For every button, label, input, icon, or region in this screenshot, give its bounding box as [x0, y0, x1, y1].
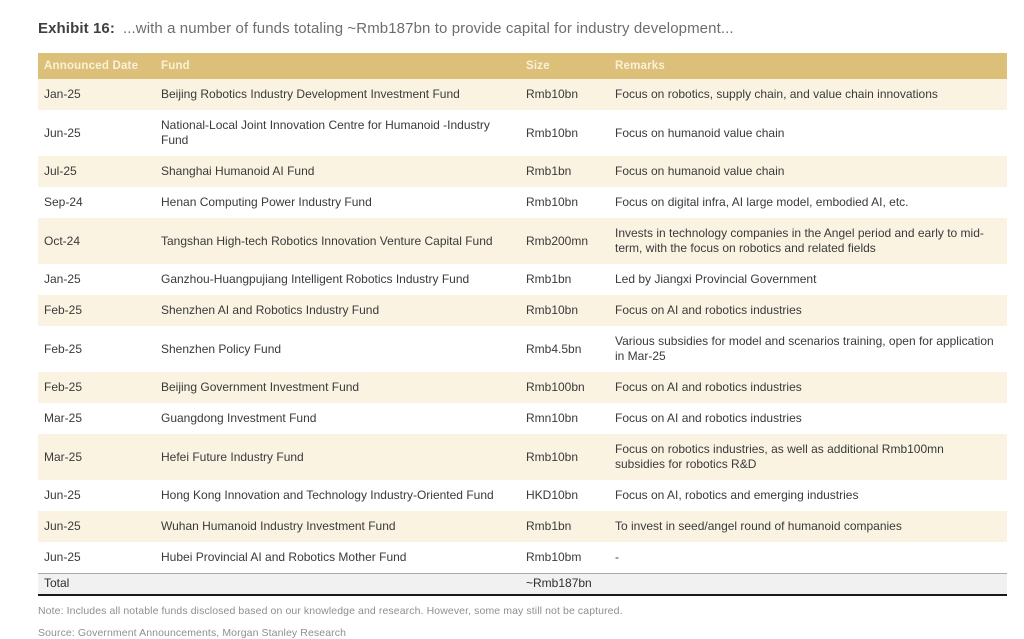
table-row: Jun-25 Hong Kong Innovation and Technolo… — [38, 480, 1007, 511]
cell-size: Rmb100bn — [526, 380, 585, 394]
cell-size: Rmb1bn — [526, 164, 572, 178]
cell-remarks: Invests in technology companies in the A… — [615, 226, 984, 255]
exhibit-title: Exhibit 16: ...with a number of funds tot… — [38, 20, 1006, 37]
cell-announced-date: Jan-25 — [44, 272, 81, 286]
cell-remarks: Focus on robotics, supply chain, and val… — [615, 87, 938, 101]
cell-size: Rmb4.5bn — [526, 341, 582, 356]
exhibit-label: Exhibit 16: — [38, 20, 115, 37]
cell-size: Rmb10bm — [526, 550, 582, 564]
cell-size: Rmb10bn — [526, 125, 579, 140]
table-row: Jul-25 Shanghai Humanoid AI Fund Rmb1bn … — [38, 156, 1007, 187]
table-row: Feb-25 Shenzhen Policy Fund Rmb4.5bn Var… — [38, 326, 1007, 372]
table-row: Jun-25 Wuhan Humanoid Industry Investmen… — [38, 511, 1007, 542]
cell-size: Rmb10bn — [526, 87, 579, 101]
table-footer: Total ~Rmb187bn — [38, 573, 1007, 596]
cell-announced-date: Sep-24 — [44, 195, 83, 209]
total-fund-cell — [155, 574, 520, 596]
cell-remarks: Various subsidies for model and scenario… — [615, 334, 994, 363]
cell-fund: Guangdong Investment Fund — [161, 411, 317, 425]
cell-fund: Hubei Provincial AI and Robotics Mother … — [161, 550, 407, 564]
cell-remarks: Focus on AI and robotics industries — [615, 303, 802, 317]
cell-size: HKD10bn — [526, 488, 579, 502]
cell-announced-date: Jun-25 — [44, 519, 81, 533]
cell-fund: Beijing Government Investment Fund — [161, 380, 360, 394]
cell-size: Rmb10bn — [526, 195, 579, 209]
header-size: Size — [520, 53, 609, 79]
cell-remarks: Focus on AI, robotics and emerging indus… — [615, 488, 859, 502]
source-text: Source: Government Announcements, Morgan… — [38, 627, 347, 639]
cell-announced-date: Feb-25 — [44, 303, 83, 317]
header-announced-date: Announced Date — [38, 53, 155, 79]
cell-size: Rmn10bn — [526, 411, 579, 425]
cell-remarks: Focus on robotics industries, as well as… — [615, 442, 944, 471]
header-remarks: Remarks — [609, 53, 1007, 79]
total-row: Total ~Rmb187bn — [38, 573, 1007, 596]
cell-announced-date: Jul-25 — [44, 164, 77, 178]
cell-fund: Hefei Future Industry Fund — [161, 449, 304, 464]
cell-fund: Wuhan Humanoid Industry Investment Fund — [161, 519, 396, 533]
cell-fund: Shenzhen Policy Fund — [161, 341, 282, 356]
cell-fund: Beijing Robotics Industry Development In… — [161, 87, 460, 101]
footnotes: Note: Includes all notable funds disclos… — [38, 605, 1006, 639]
cell-fund: Tangshan High-tech Robotics Innovation V… — [161, 233, 493, 248]
table-row: Feb-25 Beijing Government Investment Fun… — [38, 372, 1007, 403]
cell-fund: Ganzhou-Huangpujiang Intelligent Robotic… — [161, 272, 470, 286]
table-row: Mar-25 Guangdong Investment Fund Rmn10bn… — [38, 403, 1007, 434]
header-row: Announced Date Fund Size Remarks — [38, 53, 1007, 79]
total-size: ~Rmb187bn — [526, 576, 592, 590]
cell-fund: National-Local Joint Innovation Centre f… — [161, 118, 490, 147]
cell-remarks: Focus on AI and robotics industries — [615, 380, 802, 394]
cell-remarks: Focus on digital infra, AI large model, … — [615, 195, 909, 209]
cell-announced-date: Jun-25 — [44, 488, 81, 502]
header-fund: Fund — [155, 53, 520, 79]
cell-remarks: Focus on humanoid value chain — [615, 125, 785, 140]
cell-size: Rmb10bn — [526, 303, 579, 317]
cell-fund: Shenzhen AI and Robotics Industry Fund — [161, 303, 380, 317]
cell-remarks: - — [615, 550, 619, 564]
funds-table: Announced Date Fund Size Remarks Jan-25 … — [38, 53, 1007, 596]
table-row: Sep-24 Henan Computing Power Industry Fu… — [38, 187, 1007, 218]
cell-fund: Henan Computing Power Industry Fund — [161, 195, 372, 209]
table-body: Jan-25 Beijing Robotics Industry Develop… — [38, 79, 1007, 574]
table-row: Jun-25 Hubei Provincial AI and Robotics … — [38, 542, 1007, 574]
cell-announced-date: Feb-25 — [44, 341, 83, 356]
cell-size: Rmb10bn — [526, 449, 579, 464]
cell-fund: Shanghai Humanoid AI Fund — [161, 164, 315, 178]
total-label: Total — [44, 576, 70, 590]
cell-remarks: To invest in seed/angel round of humanoi… — [615, 519, 902, 533]
cell-size: Rmb1bn — [526, 272, 572, 286]
table-row: Jan-25 Ganzhou-Huangpujiang Intelligent … — [38, 264, 1007, 295]
cell-announced-date: Jun-25 — [44, 125, 81, 140]
exhibit-caption: ...with a number of funds totaling ~Rmb1… — [122, 20, 734, 37]
cell-remarks: Led by Jiangxi Provincial Government — [615, 272, 817, 286]
cell-announced-date: Jun-25 — [44, 550, 81, 564]
note-text: Note: Includes all notable funds disclos… — [38, 605, 623, 617]
cell-fund: Hong Kong Innovation and Technology Indu… — [161, 488, 494, 502]
cell-size: Rmb1bn — [526, 519, 572, 533]
cell-announced-date: Mar-25 — [44, 411, 83, 425]
table-row: Oct-24 Tangshan High-tech Robotics Innov… — [38, 218, 1007, 264]
table-header: Announced Date Fund Size Remarks — [38, 53, 1007, 79]
cell-announced-date: Mar-25 — [44, 449, 83, 464]
table-row: Jun-25 National-Local Joint Innovation C… — [38, 110, 1007, 156]
cell-announced-date: Oct-24 — [44, 233, 81, 248]
table-row: Feb-25 Shenzhen AI and Robotics Industry… — [38, 295, 1007, 326]
cell-remarks: Focus on AI and robotics industries — [615, 411, 802, 425]
table-row: Jan-25 Beijing Robotics Industry Develop… — [38, 79, 1007, 110]
total-remarks-cell — [609, 574, 1007, 596]
cell-announced-date: Jan-25 — [44, 87, 81, 101]
cell-size: Rmb200mn — [526, 233, 589, 248]
table-row: Mar-25 Hefei Future Industry Fund Rmb10b… — [38, 434, 1007, 480]
cell-remarks: Focus on humanoid value chain — [615, 164, 785, 178]
cell-announced-date: Feb-25 — [44, 380, 83, 394]
